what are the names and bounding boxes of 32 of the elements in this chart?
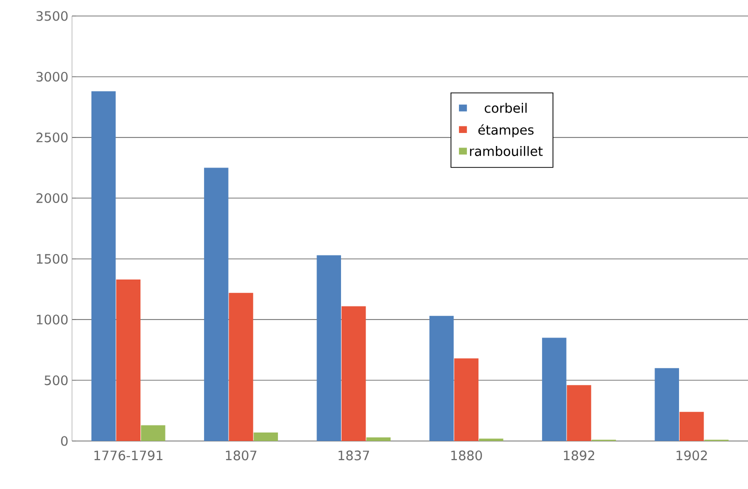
x-tick-label: 1892: [564, 450, 594, 460]
y-tick-label: 3500: [36, 11, 68, 21]
legend-label: corbeil: [484, 102, 527, 113]
legend-label: étampes: [478, 124, 534, 138]
x-tick-label: 1880: [451, 450, 482, 460]
bar: [204, 168, 228, 441]
x-tick-label: 1776-1791: [94, 450, 162, 460]
y-tick-label: 1000: [36, 314, 68, 324]
y-tick-label: 1500: [36, 254, 68, 264]
x-tick-label: 1902: [676, 450, 707, 460]
y-tick-label: 2000: [36, 193, 68, 204]
bar: [228, 292, 254, 441]
y-tick-label: 3000: [36, 72, 68, 82]
bar: [366, 437, 391, 441]
y-tick-label: 2500: [36, 132, 68, 142]
bar: [454, 358, 478, 441]
x-tick-label: 1807: [226, 450, 256, 460]
y-tick-label: 500: [44, 375, 68, 386]
bar: [566, 385, 592, 441]
legend-label: rambouillet: [470, 146, 543, 156]
y-tick-label: 0: [61, 436, 68, 446]
bar: [140, 425, 166, 441]
x-tick-label: 1837: [338, 450, 370, 460]
bar: [91, 91, 116, 441]
bar: [654, 368, 680, 441]
bar: [116, 280, 140, 441]
bar: [429, 316, 454, 441]
bar: [254, 432, 278, 441]
bar: [542, 338, 566, 441]
bar: [316, 255, 342, 441]
bar: [342, 306, 366, 441]
bar: [680, 412, 704, 441]
